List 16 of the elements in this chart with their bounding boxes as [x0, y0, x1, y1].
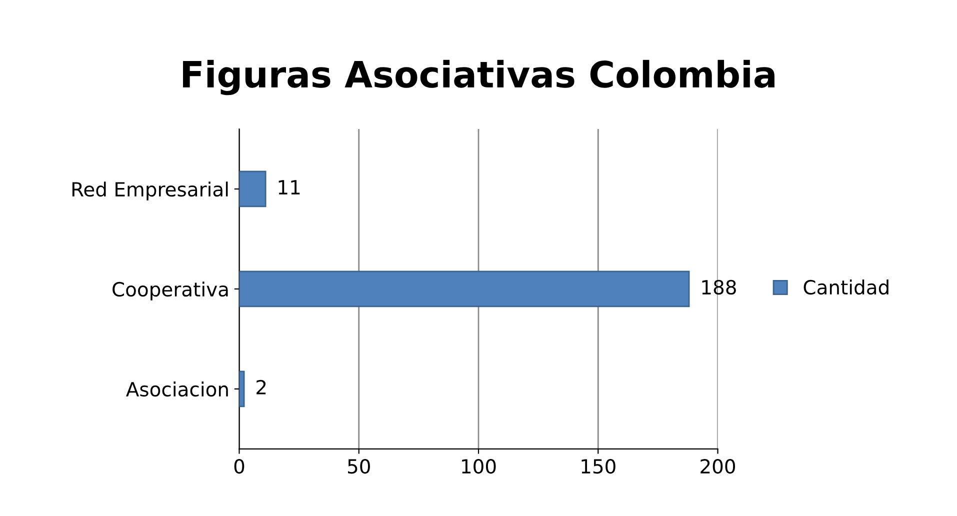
- y-tick-label: Red Empresarial: [72, 182, 228, 200]
- bar: [239, 170, 266, 208]
- bar: [239, 270, 690, 308]
- data-label: 11: [278, 180, 300, 194]
- y-tick-label: Cooperativa: [112, 282, 228, 300]
- y-tick-label: Asociacion: [126, 382, 228, 397]
- x-tick-label: 200: [700, 458, 736, 474]
- data-label: 2: [256, 380, 266, 394]
- x-tick-label: 150: [582, 458, 616, 474]
- x-tick-label: 100: [462, 458, 496, 474]
- data-label: 188: [702, 280, 736, 295]
- chart-title: Figuras Asociativas Colombia: [183, 60, 774, 96]
- x-tick-label: 0: [234, 458, 244, 474]
- bar: [239, 370, 245, 408]
- legend-label: Cantidad: [804, 280, 888, 295]
- x-tick-label: 50: [348, 458, 370, 474]
